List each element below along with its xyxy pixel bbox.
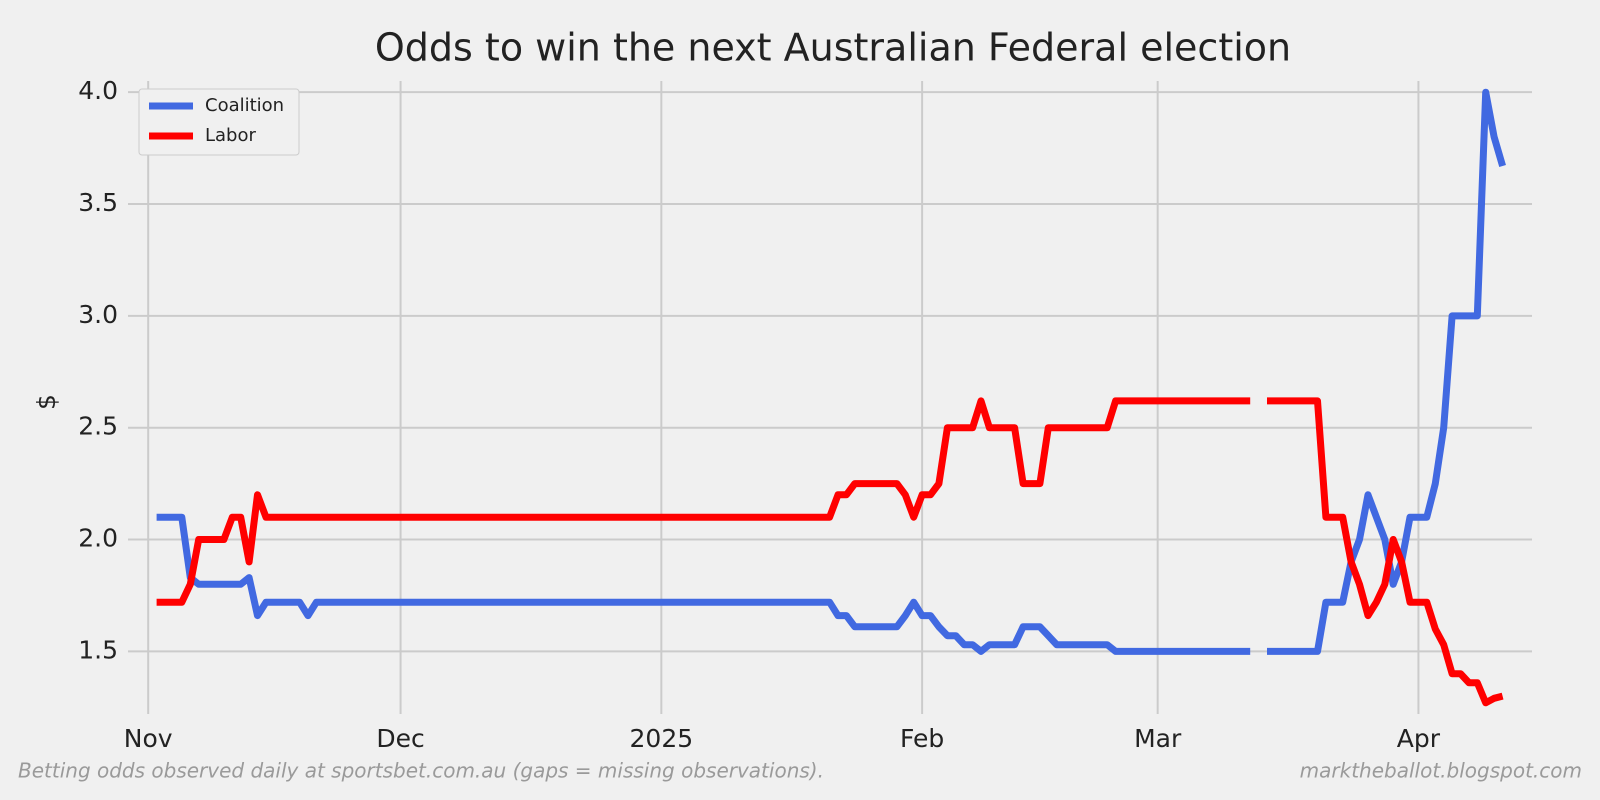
y-tick-label: 2.0	[78, 524, 118, 553]
x-tick-label: Mar	[1134, 724, 1182, 753]
chart-title: Odds to win the next Australian Federal …	[375, 26, 1291, 70]
x-tick-label: Dec	[376, 724, 424, 753]
y-tick-label: 4.0	[78, 76, 118, 105]
y-axis-label: $	[32, 394, 61, 410]
legend: Coalition Labor	[138, 88, 300, 156]
y-tick-label: 2.5	[78, 412, 118, 441]
grid: 1.5 2.0 2.5 3.0 3.5 4.0 Nov Dec 2025 Feb Mar Apr	[78, 76, 1532, 753]
y-tick-label: 3.0	[78, 300, 118, 329]
y-tick-label: 1.5	[78, 635, 118, 664]
footnote: Betting odds observed daily at sportsbet…	[18, 759, 824, 783]
series-line	[156, 88, 1506, 655]
x-tick-label: Feb	[900, 724, 944, 753]
x-tick-label: 2025	[630, 724, 694, 753]
x-tick-label: Nov	[124, 724, 173, 753]
series-line	[156, 397, 1504, 707]
x-tick-label: Apr	[1397, 724, 1441, 753]
legend-label: Coalition	[205, 95, 284, 116]
plot-lines	[156, 88, 1506, 707]
source: marktheballot.blogspot.com	[1300, 759, 1582, 783]
y-tick-label: 3.5	[78, 188, 118, 217]
legend-label: Labor	[205, 125, 256, 146]
